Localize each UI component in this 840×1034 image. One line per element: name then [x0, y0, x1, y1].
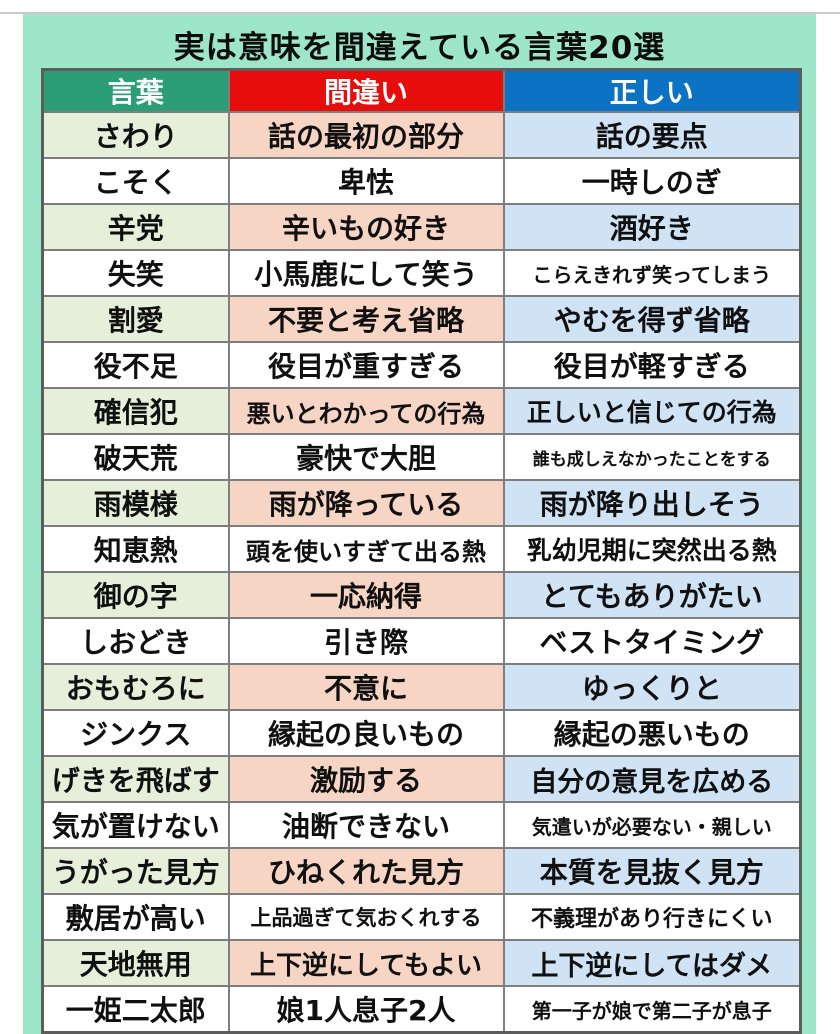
correct-cell: 雨が降り出しそう	[502, 479, 802, 527]
correct-cell: こらえきれず笑ってしまう	[502, 249, 802, 297]
word-cell: 気が置けない	[41, 801, 230, 849]
table-row: 敷居が高い 上品過ぎて気おくれする 不義理があり行きにくい	[41, 893, 802, 941]
page-title: 実は意味を間違えている言葉20選	[173, 30, 666, 66]
table-row: 天地無用 上下逆にしてもよい 上下逆にしてはダメ	[41, 939, 802, 987]
wrong-cell: 引き際	[227, 617, 505, 665]
correct-cell: 本質を見抜く見方	[502, 847, 802, 895]
table-row: 一姫二太郎 娘1人息子2人 第一子が娘で第二子が息子	[41, 985, 802, 1034]
correct-cell: 話の要点	[502, 111, 802, 159]
word-cell: 知恵熱	[41, 525, 230, 573]
wrong-cell: ひねくれた見方	[227, 847, 505, 895]
table-row: ジンクス 縁起の良いもの 縁起の悪いもの	[41, 709, 802, 757]
wrong-cell: 激励する	[227, 755, 505, 803]
correct-cell: 正しいと信じての行為	[502, 387, 802, 435]
words-table: 言葉 間違い 正しい さわり 話の最初の部分 話の要点 こそく 卑怯 一時しのぎ 辛党 辛いも…	[41, 68, 802, 1034]
correct-cell: やむを得ず省略	[502, 295, 802, 343]
wrong-cell: 油断できない	[227, 801, 505, 849]
word-cell: おもむろに	[41, 663, 230, 711]
word-cell: しおどき	[41, 617, 230, 665]
word-cell: 確信犯	[41, 387, 230, 435]
wrong-cell: 一応納得	[227, 571, 505, 619]
correct-cell: 役目が軽すぎる	[502, 341, 802, 389]
correct-cell: 気遣いが必要ない・親しい	[502, 801, 802, 849]
word-cell: 雨模様	[41, 479, 230, 527]
word-cell: げきを飛ばす	[41, 755, 230, 803]
wrong-cell: 雨が降っている	[227, 479, 505, 527]
word-cell: 一姫二太郎	[41, 985, 230, 1034]
column-header-word: 言葉	[41, 68, 230, 113]
table-row: こそく 卑怯 一時しのぎ	[41, 157, 802, 205]
wrong-cell: 上下逆にしてもよい	[227, 939, 505, 987]
table-row: うがった見方 ひねくれた見方 本質を見抜く見方	[41, 847, 802, 895]
wrong-cell: 豪快で大胆	[227, 433, 505, 481]
word-cell: 破天荒	[41, 433, 230, 481]
correct-cell: 上下逆にしてはダメ	[502, 939, 802, 987]
header-row: 言葉 間違い 正しい	[41, 68, 802, 113]
table-row: 破天荒 豪快で大胆 誰も成しえなかったことをする	[41, 433, 802, 481]
wrong-cell: 役目が重すぎる	[227, 341, 505, 389]
word-cell: 役不足	[41, 341, 230, 389]
wrong-cell: 小馬鹿にして笑う	[227, 249, 505, 297]
correct-cell: ゆっくりと	[502, 663, 802, 711]
word-cell: 辛党	[41, 203, 230, 251]
wrong-cell: 話の最初の部分	[227, 111, 505, 159]
column-header-wrong: 間違い	[227, 68, 505, 113]
word-cell: うがった見方	[41, 847, 230, 895]
correct-cell: 誰も成しえなかったことをする	[502, 433, 802, 481]
column-header-correct: 正しい	[502, 68, 802, 113]
word-cell: さわり	[41, 111, 230, 159]
wrong-cell: 悪いとわかっての行為	[227, 387, 505, 435]
table-row: おもむろに 不意に ゆっくりと	[41, 663, 802, 711]
wrong-cell: 卑怯	[227, 157, 505, 205]
table-row: 雨模様 雨が降っている 雨が降り出しそう	[41, 479, 802, 527]
word-cell: 割愛	[41, 295, 230, 343]
correct-cell: 酒好き	[502, 203, 802, 251]
wrong-cell: 不意に	[227, 663, 505, 711]
correct-cell: 不義理があり行きにくい	[502, 893, 802, 941]
wrong-cell: 上品過ぎて気おくれする	[227, 893, 505, 941]
correct-cell: 自分の意見を広める	[502, 755, 802, 803]
table-row: 役不足 役目が重すぎる 役目が軽すぎる	[41, 341, 802, 389]
correct-cell: ベストタイミング	[502, 617, 802, 665]
table-row: げきを飛ばす 激励する 自分の意見を広める	[41, 755, 802, 803]
word-cell: 敷居が高い	[41, 893, 230, 941]
wrong-cell: 縁起の良いもの	[227, 709, 505, 757]
table-row: 御の字 一応納得 とてもありがたい	[41, 571, 802, 619]
wrong-cell: 頭を使いすぎて出る熱	[227, 525, 505, 573]
table-row: 知恵熱 頭を使いすぎて出る熱 乳幼児期に突然出る熱	[41, 525, 802, 573]
correct-cell: 一時しのぎ	[502, 157, 802, 205]
wrong-cell: 娘1人息子2人	[227, 985, 505, 1034]
table-row: 失笑 小馬鹿にして笑う こらえきれず笑ってしまう	[41, 249, 802, 297]
wrong-cell: 不要と考え省略	[227, 295, 505, 343]
slide-panel: 実は意味を間違えている言葉20選 言葉 間違い 正しい さわり 話の最初の部分 話の…	[23, 14, 816, 1034]
correct-cell: 第一子が娘で第二子が息子	[502, 985, 802, 1034]
table-row: 気が置けない 油断できない 気遣いが必要ない・親しい	[41, 801, 802, 849]
word-cell: 失笑	[41, 249, 230, 297]
correct-cell: とてもありがたい	[502, 571, 802, 619]
top-border-line	[0, 12, 840, 14]
table-body: さわり 話の最初の部分 話の要点 こそく 卑怯 一時しのぎ 辛党 辛いもの好き 酒好き 失笑 小馬鹿…	[41, 111, 802, 1034]
word-cell: こそく	[41, 157, 230, 205]
word-cell: ジンクス	[41, 709, 230, 757]
table-row: 辛党 辛いもの好き 酒好き	[41, 203, 802, 251]
word-cell: 御の字	[41, 571, 230, 619]
table-row: しおどき 引き際 ベストタイミング	[41, 617, 802, 665]
table-row: 割愛 不要と考え省略 やむを得ず省略	[41, 295, 802, 343]
correct-cell: 乳幼児期に突然出る熱	[502, 525, 802, 573]
table-row: 確信犯 悪いとわかっての行為 正しいと信じての行為	[41, 387, 802, 435]
correct-cell: 縁起の悪いもの	[502, 709, 802, 757]
table-row: さわり 話の最初の部分 話の要点	[41, 111, 802, 159]
wrong-cell: 辛いもの好き	[227, 203, 505, 251]
word-cell: 天地無用	[41, 939, 230, 987]
